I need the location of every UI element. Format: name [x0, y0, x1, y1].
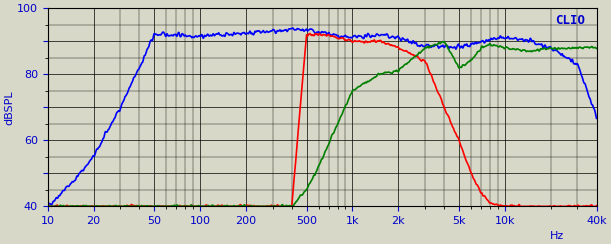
Y-axis label: dBSPL: dBSPL: [4, 90, 14, 125]
Text: CLIO: CLIO: [555, 14, 585, 27]
Text: Hz: Hz: [550, 231, 564, 241]
